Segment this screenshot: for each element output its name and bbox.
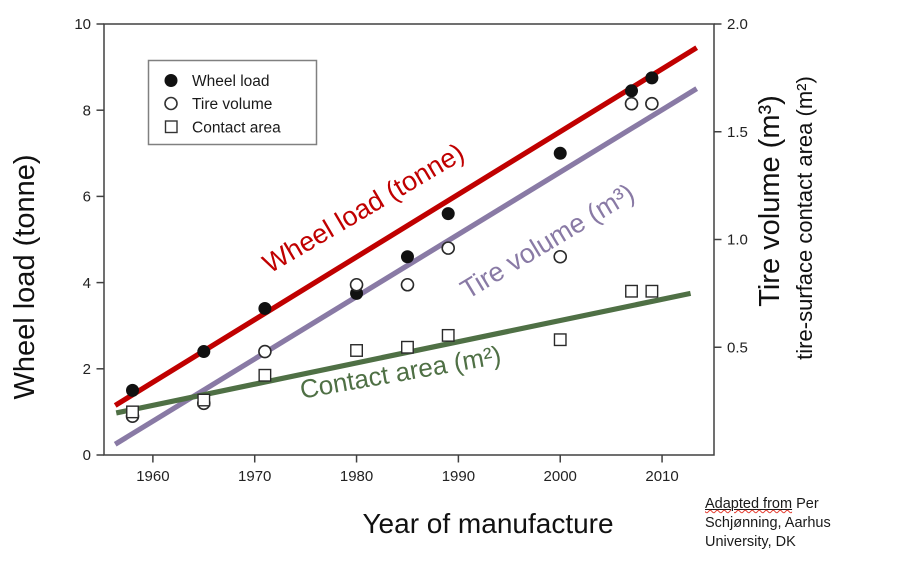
y-left-tick-label: 0 — [83, 447, 91, 464]
tire-volume-point — [553, 249, 568, 264]
x-tick-label: 1990 — [442, 468, 475, 485]
tire-volume-point — [400, 277, 415, 292]
wheel-load-point — [258, 301, 272, 315]
attribution-underlined-text: Adapted from — [705, 496, 793, 512]
wheel-load-point — [126, 383, 140, 397]
x-tick-label: 2000 — [544, 468, 577, 485]
wheel-load-point — [441, 207, 455, 221]
y-left-tick-label: 2 — [83, 361, 91, 378]
legend-filled-circle-icon — [164, 74, 178, 87]
contact-area-point — [126, 405, 139, 419]
y-axis-title-right: Tire volume (m³) — [754, 95, 786, 307]
y-right-tick-label: 2.0 — [727, 16, 748, 33]
tire-volume-point — [258, 344, 272, 359]
wheel-load-point — [400, 250, 414, 264]
contact-area-point — [625, 284, 638, 298]
tire-volume-point — [645, 96, 659, 111]
y-left-tick-label: 10 — [74, 16, 91, 33]
x-tick-label: 1970 — [238, 468, 271, 485]
x-tick-label: 2010 — [645, 468, 678, 485]
attribution-line-1: Adapted from Per — [705, 495, 895, 514]
legend-label-wheel-load: Wheel load — [192, 73, 270, 90]
contact-area-point — [645, 284, 659, 298]
contact-area-point — [553, 333, 567, 347]
tire-volume-point — [624, 96, 639, 111]
y-left-tick-label: 6 — [83, 189, 91, 206]
legend-label-tire-volume: Tire volume — [192, 96, 272, 113]
y-left-tick-label: 8 — [83, 102, 91, 119]
x-tick-label: 1980 — [340, 468, 373, 485]
wheel-load-point — [645, 71, 659, 85]
contact-area-point — [197, 393, 211, 407]
tire-volume-trend-line — [113, 86, 699, 447]
x-axis-title: Year of manufacture — [362, 508, 613, 539]
attribution-line-3: University, DK — [705, 534, 796, 550]
wheel-load-point — [553, 146, 567, 160]
y-axis-title-right-sub: tire-surface contact area (m²) — [792, 76, 817, 360]
x-tick-label: 1960 — [136, 468, 169, 485]
tire-volume-point — [349, 277, 364, 292]
legend-open-square-icon — [164, 120, 178, 134]
legend-open-circle-icon — [164, 96, 178, 111]
legend-label-contact-area: Contact area — [192, 120, 281, 137]
wheel-load-point — [197, 345, 211, 359]
y-left-tick-label: 4 — [83, 275, 91, 292]
attribution-line-1-rest: Per — [792, 496, 819, 512]
y-axis-title-left: Wheel load (tonne) — [9, 154, 41, 399]
contact-area-point — [258, 368, 272, 382]
y-right-tick-label: 1.5 — [727, 124, 748, 141]
y-right-tick-label: 1.0 — [727, 232, 748, 249]
contact-area-point — [441, 328, 455, 342]
attribution-note: Adapted from Per Schjønning, Aarhus Univ… — [705, 495, 895, 552]
legend: Wheel load Tire volume Contact area — [147, 59, 318, 146]
wheel-load-point — [625, 84, 639, 98]
contact-area-point — [350, 344, 364, 357]
y-right-tick-label: 0.5 — [727, 339, 748, 356]
plot-content: 1960 1970 1980 1990 2000 2010 0 2 4 6 8 10 0.5 1.0 1.5… — [74, 16, 748, 485]
contact-area-point — [401, 340, 414, 354]
wheel-load-trend-line — [113, 45, 699, 408]
tire-volume-point — [441, 241, 456, 255]
attribution-line-2: Schjønning, Aarhus — [705, 515, 831, 531]
